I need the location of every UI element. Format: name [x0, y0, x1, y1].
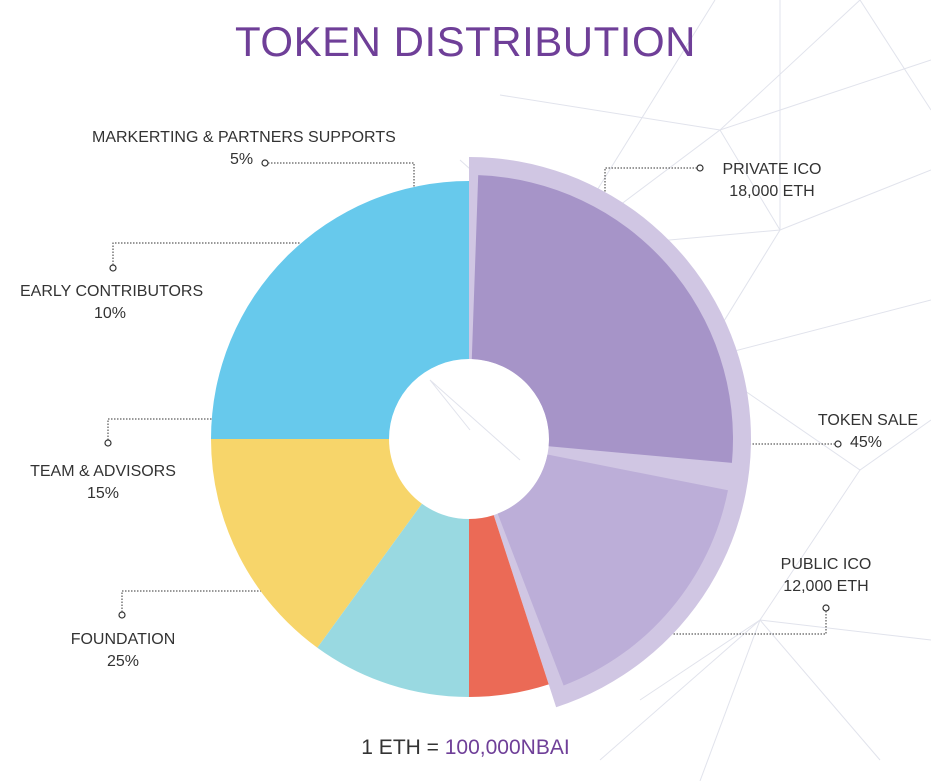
leader-dots: [104, 159, 842, 619]
label-token-sale: TOKEN SALE 45%: [814, 410, 922, 454]
label-public-ico-value: 12,000 ETH: [783, 578, 869, 595]
label-foundation-name: FOUNDATION: [70, 631, 176, 648]
network-line-10: [599, 619, 761, 761]
label-private-ico: PRIVATE ICO 18,000 ETH: [712, 159, 832, 203]
slice-early-contributors: [317, 503, 469, 697]
leader-dot-4: [696, 164, 704, 172]
label-marketing: MARKERTING & PARTNERS SUPPORTS 5%: [92, 127, 396, 171]
network-line-7: [759, 619, 881, 761]
network-line-13: [719, 0, 861, 131]
leader-dot-1: [109, 264, 117, 272]
network-line-3: [499, 94, 721, 131]
exchange-rate-prefix: 1 ETH =: [361, 736, 445, 759]
slice-markerting-partners-supports: [469, 515, 549, 697]
network-line-2: [698, 129, 931, 361]
slice-foundation: [211, 181, 469, 439]
label-private-ico-value: 18,000 ETH: [729, 183, 815, 200]
chart-title: TOKEN DISTRIBUTION: [235, 18, 696, 65]
leader-dot-0: [261, 159, 269, 167]
slice-private-ico: [471, 175, 733, 463]
label-early-contributors-value: 10%: [93, 305, 127, 322]
leader-line-1: [112, 242, 300, 268]
leader-dot-6: [822, 604, 830, 612]
label-token-sale-value: 45%: [850, 434, 883, 451]
leader-line-6: [612, 608, 827, 635]
label-team-advisors-value: 15%: [86, 485, 120, 502]
network-line-9: [859, 0, 931, 111]
leader-dot-5: [834, 440, 842, 448]
leader-line-3: [121, 590, 305, 615]
leader-dot-3: [118, 611, 126, 619]
label-team-advisors: TEAM & ADVISORS 15%: [28, 461, 178, 505]
label-team-advisors-name: TEAM & ADVISORS: [30, 463, 176, 480]
donut-chart: [211, 157, 751, 708]
label-early-contributors-name: EARLY CONTRIBUTORS: [20, 283, 204, 300]
label-marketing-value: 5%: [230, 151, 254, 168]
label-private-ico-name: PRIVATE ICO: [722, 161, 822, 178]
network-line-12: [429, 379, 521, 461]
label-token-sale-name: TOKEN SALE: [817, 412, 919, 429]
label-early-contributors: EARLY CONTRIBUTORS 10%: [20, 281, 204, 325]
slice-public-ico: [497, 454, 728, 686]
label-public-ico-name: PUBLIC ICO: [780, 556, 872, 573]
leader-line-2: [107, 418, 230, 443]
network-line-0: [559, 0, 931, 251]
label-foundation: FOUNDATION 25%: [60, 629, 186, 673]
slice-team-advisors: [211, 439, 422, 648]
label-foundation-value: 25%: [106, 653, 140, 670]
label-marketing-name: MARKERTING & PARTNERS SUPPORTS: [92, 129, 396, 146]
leader-dot-2: [104, 439, 112, 447]
exchange-rate: 1 ETH = 100,000NBAI: [0, 736, 931, 760]
label-public-ico: PUBLIC ICO 12,000 ETH: [764, 554, 888, 598]
exchange-rate-value: 100,000NBAI: [444, 736, 570, 759]
